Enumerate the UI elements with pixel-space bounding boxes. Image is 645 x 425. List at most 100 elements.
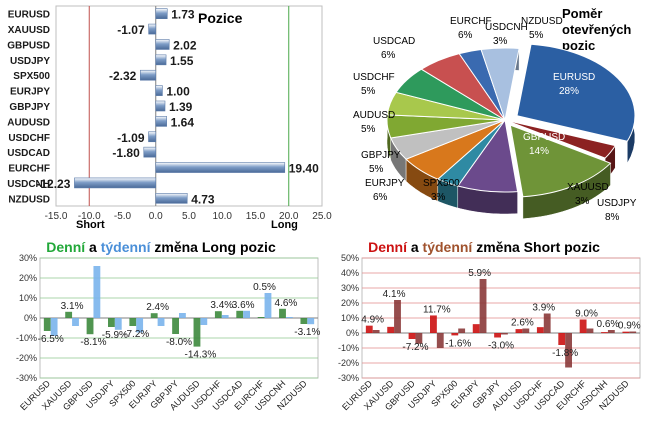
pie-value-gbpjpy: 5% <box>369 164 384 175</box>
pie-label-eurchf: EURCHF <box>450 16 492 27</box>
long-y-tick-label: 10% <box>19 293 37 303</box>
short-bar-t-denn--eurusd <box>372 330 380 333</box>
short-bar-t-denn--eurjpy <box>479 279 487 333</box>
position-category-label: NZDUSD <box>8 194 50 205</box>
short-data-label: 3.9% <box>532 303 555 314</box>
short-y-tick-label: -10% <box>338 343 359 353</box>
short-y-tick-label: 50% <box>341 253 359 263</box>
positions-chart-svg: Pozice Short Long EURUSD 1.73 XAUUSD -1.07 G… <box>7 5 332 231</box>
pie-label-eurusd: EURUSD <box>553 72 595 83</box>
short-bar-denn--eurusd <box>365 325 373 333</box>
short-label: Short <box>76 219 105 231</box>
pie-slice-xauusd <box>504 119 617 159</box>
long-bar-t-denn--eurusd <box>50 318 58 336</box>
short-bar-t-denn--eurchf <box>586 328 594 333</box>
pie-value-eurchf: 6% <box>458 30 473 41</box>
position-category-label: SPX500 <box>13 71 50 82</box>
positions-chart: Pozice Short Long EURUSD 1.73 XAUUSD -1.07 G… <box>0 0 335 232</box>
pie-value-usdjpy: 8% <box>605 212 620 223</box>
long-data-label: -6.5% <box>38 334 64 345</box>
long-data-label: -8.0% <box>166 337 192 348</box>
position-category-label: USDJPY <box>10 56 50 67</box>
short-bar-t-denn--audusd <box>522 328 530 333</box>
position-value-label: 1.64 <box>171 115 195 129</box>
short-data-label: 0.9% <box>618 321 641 332</box>
position-category-label: EURJPY <box>10 87 50 98</box>
position-value-label: -1.07 <box>117 23 145 37</box>
pie-label-gbpjpy: GBPJPY <box>361 150 401 161</box>
short-data-label: 9.0% <box>575 309 598 320</box>
position-bar-usdjpy <box>155 54 167 66</box>
position-bar-usdcad <box>143 146 157 158</box>
pie-label-gbpusd: GBPUSD <box>523 132 565 143</box>
long-bar-t-denn--audusd <box>200 318 208 325</box>
pie-label-usdcad: USDCAD <box>373 36 415 47</box>
short-y-tick-label: 0% <box>346 328 359 338</box>
position-value-label: -2.32 <box>109 69 137 83</box>
long-bar-t-denn--eurchf <box>264 293 272 318</box>
position-bar-eurusd <box>155 8 168 19</box>
position-bar-spx500 <box>140 69 157 81</box>
pie-slice-nzdusd <box>480 47 520 122</box>
long-bar-t-denn--eurjpy <box>157 318 165 326</box>
long-bar-denn--nzdusd <box>300 318 308 324</box>
position-value-label: 1.00 <box>166 85 190 99</box>
pie-slice-eurusd <box>516 43 636 142</box>
pie-value-usdcad: 6% <box>381 50 396 61</box>
position-value-label: -12.23 <box>36 177 70 191</box>
short-bar-denn--usdcnh <box>601 332 608 334</box>
short-bar-denn--gbpusd <box>408 333 416 339</box>
position-value-label: 1.73 <box>171 8 195 22</box>
pie-label-audusd: AUDUSD <box>353 110 395 121</box>
short-title-rest: změna Short pozic <box>472 239 600 255</box>
long-bar-denn--usdjpy <box>108 318 115 327</box>
position-bar-audusd <box>155 116 167 127</box>
long-bar-denn--audusd <box>193 318 201 347</box>
short-bar-t-denn--usdchf <box>543 313 551 333</box>
pie-label-spx500: SPX500 <box>423 178 460 189</box>
short-y-tick-label: -30% <box>338 373 359 383</box>
long-bar-denn--spx500 <box>129 318 137 326</box>
pie-value-audusd: 5% <box>361 124 376 135</box>
pie-label-usdcnh: USDCNH <box>485 22 528 33</box>
long-bar-denn--eurchf <box>257 317 265 318</box>
long-y-tick-label: 30% <box>19 253 37 263</box>
pie-label-nzdusd: NZDUSD <box>521 16 563 27</box>
long-data-label: 0.5% <box>253 282 276 293</box>
short-y-tick-label: -20% <box>338 358 359 368</box>
short-bar-denn--usdchf <box>536 327 544 333</box>
long-data-label: -14.3% <box>185 350 217 361</box>
short-data-label: 4.9% <box>361 315 384 326</box>
long-bar-t-denn--nzdusd <box>307 318 315 325</box>
pie-label-xauusd: XAUUSD <box>567 182 609 193</box>
long-y-tick-label: -20% <box>16 353 37 363</box>
long-data-label: -3.1% <box>294 327 320 338</box>
long-bar-denn--xauusd <box>65 311 73 318</box>
position-bar-nzdusd <box>155 193 188 204</box>
long-bar-denn--usdcad <box>236 310 244 318</box>
short-title-and: a <box>407 239 423 255</box>
position-category-label: AUDUSD <box>7 117 50 128</box>
position-category-label: GBPJPY <box>9 102 50 113</box>
pie-label-usdjpy: USDJPY <box>597 198 637 209</box>
long-bar-denn--usdchf <box>214 311 222 318</box>
short-chart-title: Denní a týdenní změna Short pozic <box>368 239 600 255</box>
positions-x-tick-label: -15.0 <box>45 211 68 222</box>
position-value-label: 2.02 <box>173 38 197 52</box>
pie-title-line-3: pozic <box>562 38 595 53</box>
position-category-label: USDCHF <box>8 133 50 144</box>
short-bar-t-denn--usdcnh <box>607 330 615 333</box>
long-label: Long <box>271 219 298 231</box>
long-y-tick-label: 20% <box>19 273 37 283</box>
short-bar-denn--xauusd <box>387 326 395 333</box>
long-bar-denn--gbpjpy <box>172 318 179 334</box>
pie-value-eurjpy: 6% <box>373 192 388 203</box>
short-bar-t-denn--xauusd <box>394 300 401 333</box>
short-y-tick-label: 30% <box>341 283 359 293</box>
long-title-daily: Denní <box>46 239 86 255</box>
position-bar-usdchf <box>148 131 157 143</box>
long-data-label: 4.6% <box>275 298 298 309</box>
short-bar-t-denn--gbpjpy <box>501 333 508 335</box>
long-data-label: -7.2% <box>123 329 149 340</box>
positions-chart-title: Pozice <box>198 10 243 26</box>
